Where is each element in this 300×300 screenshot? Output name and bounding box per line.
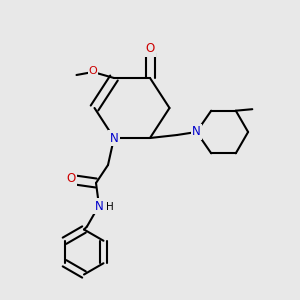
Text: H: H <box>106 202 113 212</box>
Text: N: N <box>94 200 103 213</box>
Text: O: O <box>88 66 98 76</box>
Text: N: N <box>110 131 118 145</box>
Text: N: N <box>192 125 201 139</box>
Text: O: O <box>67 172 76 185</box>
Text: O: O <box>146 42 154 56</box>
